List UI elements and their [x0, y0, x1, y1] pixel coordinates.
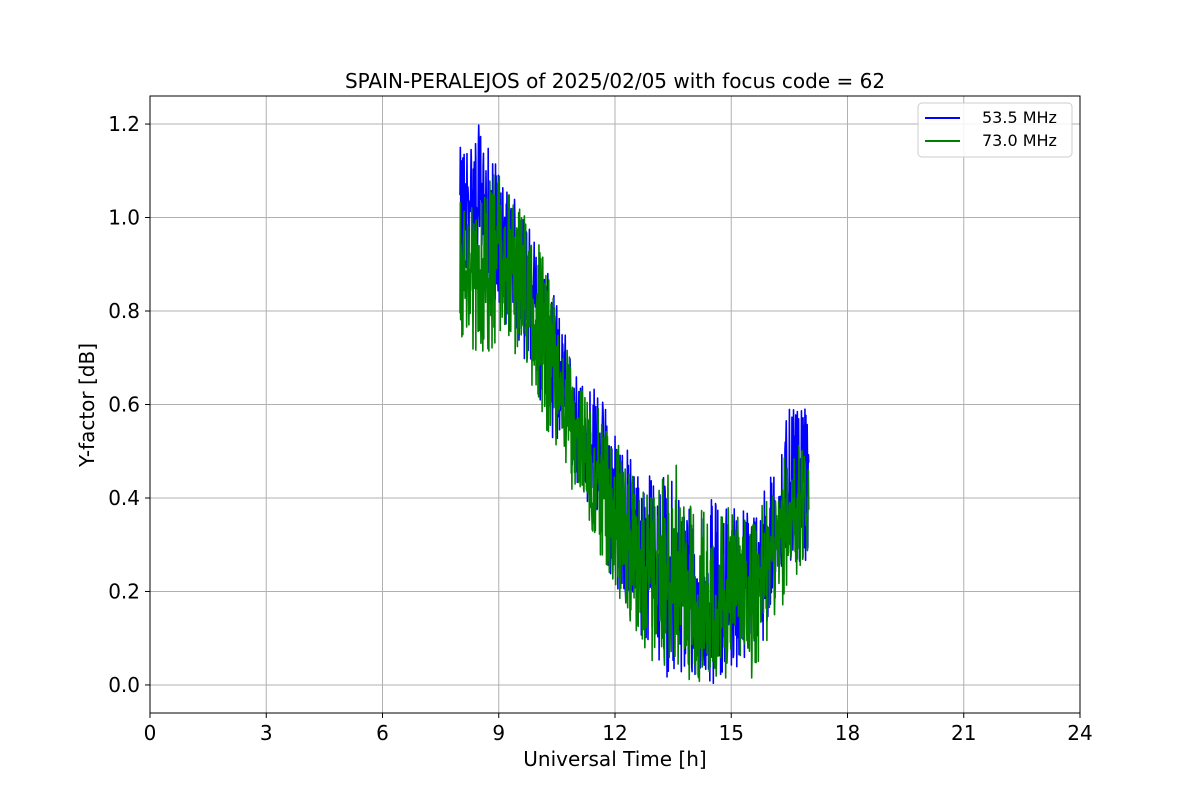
legend: 53.5 MHz 73.0 MHz	[917, 102, 1073, 158]
x-tick-label: 21	[951, 721, 976, 745]
chart-title: SPAIN-PERALEJOS of 2025/02/05 with focus…	[345, 69, 885, 93]
x-tick-label: 15	[719, 721, 744, 745]
legend-box	[917, 102, 1073, 158]
x-tick-label: 6	[376, 721, 389, 745]
y-tick-label: 1.2	[108, 112, 140, 136]
y-axis: 0.0 0.2 0.4 0.6 0.8 1.0 1.2	[108, 112, 150, 697]
series-group	[459, 124, 810, 685]
y-tick-label: 0.4	[108, 486, 140, 510]
y-tick-label: 1.0	[108, 206, 140, 230]
x-tick-label: 3	[260, 721, 273, 745]
x-axis-label: Universal Time [h]	[523, 747, 706, 771]
x-axis: 0 3 6 9 12 15 18 21 24	[144, 713, 1093, 745]
legend-label-53-5-mhz: 53.5 MHz	[982, 108, 1057, 127]
x-tick-label: 9	[492, 721, 505, 745]
y-tick-label: 0.2	[108, 579, 140, 603]
y-tick-label: 0.8	[108, 299, 140, 323]
series-line-73-0-mhz	[459, 174, 810, 683]
x-tick-label: 0	[144, 721, 157, 745]
y-axis-label: Y-factor [dB]	[75, 343, 99, 468]
y-tick-label: 0.6	[108, 393, 140, 417]
y-tick-label: 0.0	[108, 673, 140, 697]
x-tick-label: 18	[835, 721, 860, 745]
x-tick-label: 12	[602, 721, 627, 745]
x-tick-label: 24	[1067, 721, 1092, 745]
legend-label-73-0-mhz: 73.0 MHz	[982, 131, 1057, 150]
